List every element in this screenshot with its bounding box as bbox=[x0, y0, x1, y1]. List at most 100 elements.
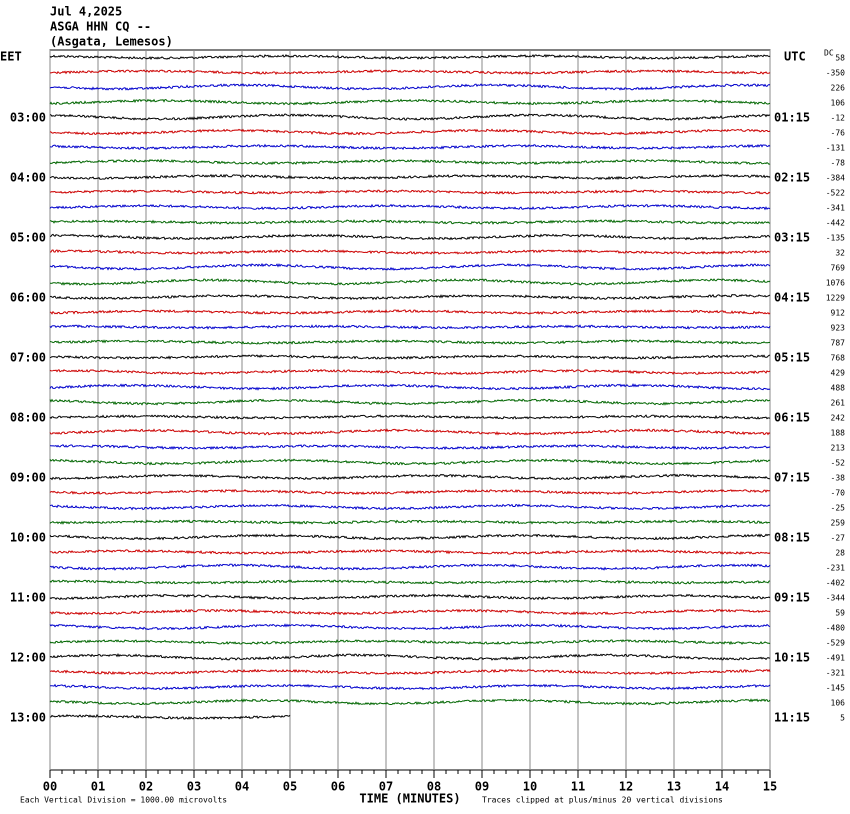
offset-value: -76 bbox=[831, 129, 846, 138]
offset-value: -491 bbox=[826, 654, 845, 663]
offset-value: 106 bbox=[831, 699, 846, 708]
x-tick-label: 04 bbox=[235, 780, 249, 794]
left-time-label: 04:00 bbox=[10, 171, 46, 185]
x-tick-label: 07 bbox=[379, 780, 393, 794]
trace bbox=[49, 262, 771, 271]
right-time-label: 01:15 bbox=[774, 111, 810, 125]
offset-value: 787 bbox=[831, 339, 846, 348]
trace bbox=[49, 548, 771, 555]
right-time-label: 02:15 bbox=[774, 171, 810, 185]
x-tick-label: 10 bbox=[523, 780, 537, 794]
right-time-label: 05:15 bbox=[774, 351, 810, 365]
left-time-label: 05:00 bbox=[10, 231, 46, 245]
offset-value: -70 bbox=[831, 489, 846, 498]
right-time-label: 03:15 bbox=[774, 231, 810, 245]
station: ASGA HHN CQ -- bbox=[50, 20, 151, 34]
offset-value: 1229 bbox=[826, 294, 845, 303]
offset-value: -231 bbox=[826, 564, 845, 573]
offset-value: -344 bbox=[826, 594, 845, 603]
trace bbox=[49, 354, 771, 360]
offset-value: 912 bbox=[831, 309, 846, 318]
offset-value: -52 bbox=[831, 459, 846, 468]
date: Jul 4,2025 bbox=[50, 5, 122, 19]
left-time-label: 07:00 bbox=[10, 351, 46, 365]
x-tick-label: 11 bbox=[571, 780, 585, 794]
x-axis-title: TIME (MINUTES) bbox=[359, 792, 460, 806]
left-time-label: 06:00 bbox=[10, 291, 46, 305]
trace bbox=[50, 278, 771, 286]
x-tick-label: 08 bbox=[427, 780, 441, 794]
right-time-label: 09:15 bbox=[774, 591, 810, 605]
offset-value: -442 bbox=[826, 219, 845, 228]
trace bbox=[49, 443, 771, 451]
trace bbox=[49, 639, 771, 646]
trace bbox=[49, 128, 771, 136]
x-tick-label: 13 bbox=[667, 780, 681, 794]
offset-value: 1076 bbox=[826, 279, 845, 288]
trace bbox=[49, 143, 771, 151]
offset-value: 213 bbox=[831, 444, 846, 453]
trace bbox=[49, 458, 771, 466]
trace bbox=[49, 488, 771, 496]
left-time-label: 13:00 bbox=[10, 711, 46, 725]
trace bbox=[49, 158, 771, 166]
left-time-label: 12:00 bbox=[10, 651, 46, 665]
trace bbox=[49, 623, 771, 631]
trace bbox=[49, 519, 770, 525]
x-tick-label: 02 bbox=[139, 780, 153, 794]
offset-value: -131 bbox=[826, 144, 845, 153]
trace bbox=[49, 189, 771, 195]
clip-note: Traces clipped at plus/minus 20 vertical… bbox=[482, 796, 723, 805]
offset-value: 106 bbox=[831, 99, 846, 108]
offset-value: 429 bbox=[831, 369, 846, 378]
offset-value: 923 bbox=[831, 324, 846, 333]
offset-value: 58 bbox=[835, 54, 845, 63]
trace bbox=[50, 219, 771, 225]
offset-value: -78 bbox=[831, 159, 846, 168]
offset-value: -12 bbox=[831, 114, 846, 123]
x-tick-label: 14 bbox=[715, 780, 729, 794]
right-time-label: 06:15 bbox=[774, 411, 810, 425]
trace bbox=[49, 383, 771, 391]
left-time-label: 08:00 bbox=[10, 411, 46, 425]
left-time-label: 03:00 bbox=[10, 111, 46, 125]
trace bbox=[49, 683, 771, 691]
offset-value: 28 bbox=[835, 549, 845, 558]
scale-note: Each Vertical Division = 1000.00 microvo… bbox=[20, 796, 227, 805]
trace bbox=[49, 414, 771, 420]
offset-value: -145 bbox=[826, 684, 845, 693]
trace bbox=[49, 113, 771, 121]
offset-value: -522 bbox=[826, 189, 845, 198]
trace bbox=[49, 533, 771, 541]
right-time-label: 07:15 bbox=[774, 471, 810, 485]
offset-value: -529 bbox=[826, 639, 845, 648]
offset-value: 768 bbox=[831, 354, 846, 363]
trace bbox=[49, 368, 771, 376]
trace bbox=[49, 233, 771, 241]
offset-label: DC bbox=[824, 49, 834, 58]
trace bbox=[49, 54, 771, 61]
plot-frame bbox=[49, 49, 771, 771]
x-tick-label: 12 bbox=[619, 780, 633, 794]
offset-value: 5 bbox=[840, 714, 845, 723]
trace bbox=[49, 579, 771, 585]
offset-value: -350 bbox=[826, 69, 845, 78]
offset-value: 261 bbox=[831, 399, 846, 408]
right-time-label: 08:15 bbox=[774, 531, 810, 545]
trace bbox=[49, 324, 771, 330]
x-tick-label: 09 bbox=[475, 780, 489, 794]
left-time-label: 09:00 bbox=[10, 471, 46, 485]
location: (Asgata, Lemesos) bbox=[50, 35, 173, 49]
offset-value: 188 bbox=[831, 429, 846, 438]
trace bbox=[49, 293, 771, 301]
x-tick-label: 05 bbox=[283, 780, 297, 794]
right-time-label: 10:15 bbox=[774, 651, 810, 665]
left-axis-label: EET bbox=[0, 50, 22, 64]
trace bbox=[49, 98, 771, 106]
offset-value: -135 bbox=[826, 234, 845, 243]
offset-value: -321 bbox=[826, 669, 845, 678]
offset-value: -480 bbox=[826, 624, 845, 633]
offset-value: -27 bbox=[831, 534, 846, 543]
trace bbox=[49, 593, 771, 601]
offset-value: -341 bbox=[826, 204, 845, 213]
